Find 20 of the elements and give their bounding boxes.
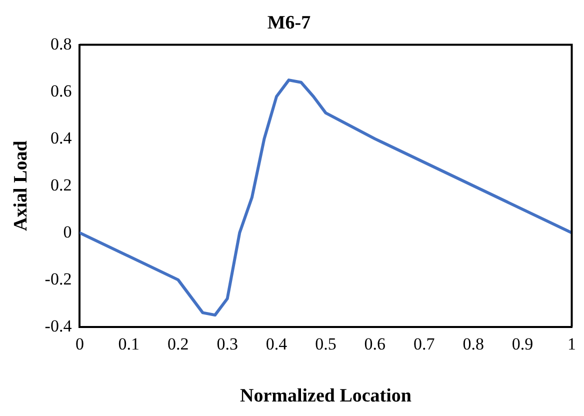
x-tick-label: 0.2: [167, 334, 189, 354]
x-tick-label: 0.1: [118, 334, 140, 354]
y-tick-label: 0.8: [50, 34, 72, 54]
y-tick-label: -0.2: [44, 269, 72, 288]
y-tick-label: 0: [63, 222, 72, 242]
y-tick-label: 0.4: [50, 128, 72, 148]
x-tick-label: 0.5: [315, 334, 336, 354]
x-tick-label: 0.7: [414, 334, 436, 354]
y-tick-label: -0.4: [44, 316, 72, 336]
y-tick-label: 0.6: [50, 81, 72, 100]
x-tick-label: 1: [568, 334, 576, 354]
x-tick-label: 0.9: [512, 334, 534, 354]
x-axis-title: Normalized Location: [240, 386, 412, 407]
x-tick-label: 0.4: [266, 334, 288, 354]
y-axis-title: Axial Load: [10, 140, 32, 231]
chart-title: M6-7: [267, 12, 312, 34]
x-tick-label: 0.3: [216, 334, 238, 354]
y-tick-label: 0.2: [50, 175, 72, 194]
x-tick-label: 0.8: [462, 334, 484, 354]
x-tick-label: 0.6: [364, 334, 386, 354]
